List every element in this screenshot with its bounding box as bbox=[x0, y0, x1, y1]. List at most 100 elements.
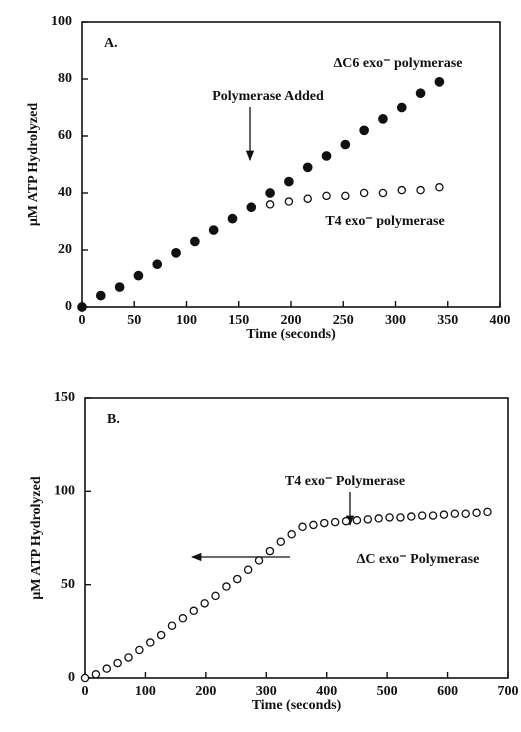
x-tick-label: 300 bbox=[385, 313, 406, 328]
data-point bbox=[303, 194, 312, 203]
data-point bbox=[114, 282, 125, 292]
data-point bbox=[416, 185, 425, 195]
data-point bbox=[378, 114, 388, 124]
data-point bbox=[461, 509, 470, 518]
panel-label: A. bbox=[104, 36, 118, 51]
data-point bbox=[200, 599, 209, 608]
data-point bbox=[156, 630, 166, 640]
data-point bbox=[265, 200, 275, 209]
data-point bbox=[415, 88, 426, 99]
panel-label: B. bbox=[107, 412, 120, 427]
data-point bbox=[374, 514, 383, 523]
data-point bbox=[167, 621, 177, 630]
data-point bbox=[321, 151, 332, 161]
x-tick-label: 400 bbox=[316, 684, 337, 699]
data-point bbox=[417, 511, 427, 520]
y-tick-label: 100 bbox=[54, 484, 75, 499]
data-point bbox=[397, 185, 407, 195]
y-tick-label: 100 bbox=[51, 14, 72, 29]
data-point bbox=[233, 574, 242, 584]
data-point bbox=[124, 653, 133, 662]
data-point bbox=[359, 188, 369, 198]
data-point bbox=[254, 556, 264, 565]
x-tick-label: 200 bbox=[195, 684, 216, 699]
annotation: Polymerase Added bbox=[212, 89, 324, 104]
data-point bbox=[298, 522, 307, 532]
x-axis-label: Time (seconds) bbox=[246, 327, 336, 342]
data-point bbox=[246, 202, 257, 213]
data-point bbox=[102, 664, 112, 673]
x-tick-label: 100 bbox=[176, 313, 197, 328]
y-tick-label: 60 bbox=[58, 128, 72, 143]
data-point bbox=[378, 188, 388, 198]
data-point bbox=[385, 513, 394, 522]
plot-frame bbox=[84, 397, 509, 679]
data-point bbox=[222, 582, 231, 591]
data-point bbox=[302, 162, 313, 173]
data-point bbox=[152, 259, 163, 270]
data-point bbox=[146, 638, 155, 647]
data-point bbox=[407, 512, 416, 521]
y-tick-label: 20 bbox=[58, 242, 72, 257]
data-point bbox=[450, 509, 460, 518]
x-tick-label: 100 bbox=[135, 684, 156, 699]
data-point bbox=[341, 191, 350, 201]
data-point bbox=[265, 188, 275, 198]
x-tick-label: 200 bbox=[281, 313, 302, 328]
data-point bbox=[227, 213, 238, 224]
data-point bbox=[341, 516, 351, 526]
data-point bbox=[320, 518, 329, 528]
data-point bbox=[80, 673, 90, 683]
data-point bbox=[483, 507, 492, 517]
data-point bbox=[135, 645, 144, 655]
data-point bbox=[208, 225, 219, 235]
data-point bbox=[309, 520, 318, 530]
data-point bbox=[434, 77, 445, 87]
x-tick-label: 500 bbox=[377, 684, 398, 699]
data-point bbox=[472, 508, 481, 518]
y-tick-label: 0 bbox=[65, 299, 72, 314]
data-point bbox=[340, 139, 351, 150]
data-point bbox=[113, 658, 122, 668]
x-tick-label: 300 bbox=[256, 684, 277, 699]
y-tick-label: 150 bbox=[54, 390, 75, 405]
x-tick-label: 700 bbox=[498, 684, 519, 699]
annotation: T4 exo⁻ Polymerase bbox=[285, 474, 405, 489]
y-tick-label: 40 bbox=[58, 185, 72, 200]
x-tick-label: 50 bbox=[127, 313, 141, 328]
data-point bbox=[95, 290, 106, 301]
annotation: T4 exo⁻ polymerase bbox=[325, 214, 444, 229]
x-tick-label: 400 bbox=[490, 313, 511, 328]
y-tick-label: 50 bbox=[61, 577, 75, 592]
data-point bbox=[359, 125, 369, 136]
data-point bbox=[352, 516, 362, 525]
data-point bbox=[265, 546, 275, 556]
annotation: ΔC6 exo⁻ polymerase bbox=[334, 56, 463, 71]
x-tick-label: 350 bbox=[437, 313, 458, 328]
annotation: ΔC exo⁻ Polymerase bbox=[357, 552, 480, 567]
data-point bbox=[322, 191, 331, 201]
x-tick-label: 0 bbox=[82, 684, 89, 699]
data-point bbox=[133, 270, 144, 281]
data-point bbox=[396, 513, 405, 522]
data-point bbox=[171, 248, 181, 258]
data-point bbox=[77, 302, 87, 312]
x-tick-label: 600 bbox=[437, 684, 458, 699]
x-tick-label: 0 bbox=[79, 313, 86, 328]
data-point bbox=[330, 517, 340, 527]
data-point bbox=[439, 510, 449, 519]
y-tick-label: 0 bbox=[68, 670, 75, 685]
data-point bbox=[189, 606, 199, 616]
y-axis-label: μM ATP Hydrolyzed bbox=[29, 476, 44, 600]
data-point bbox=[190, 236, 200, 247]
data-point bbox=[396, 102, 407, 113]
y-axis-label: μM ATP Hydrolyzed bbox=[26, 103, 41, 227]
data-point bbox=[276, 537, 286, 546]
data-point bbox=[178, 614, 188, 623]
data-point bbox=[284, 197, 294, 206]
data-point bbox=[363, 515, 373, 524]
data-point bbox=[428, 511, 438, 520]
y-tick-label: 80 bbox=[58, 71, 72, 86]
x-axis-label: Time (seconds) bbox=[252, 698, 342, 713]
